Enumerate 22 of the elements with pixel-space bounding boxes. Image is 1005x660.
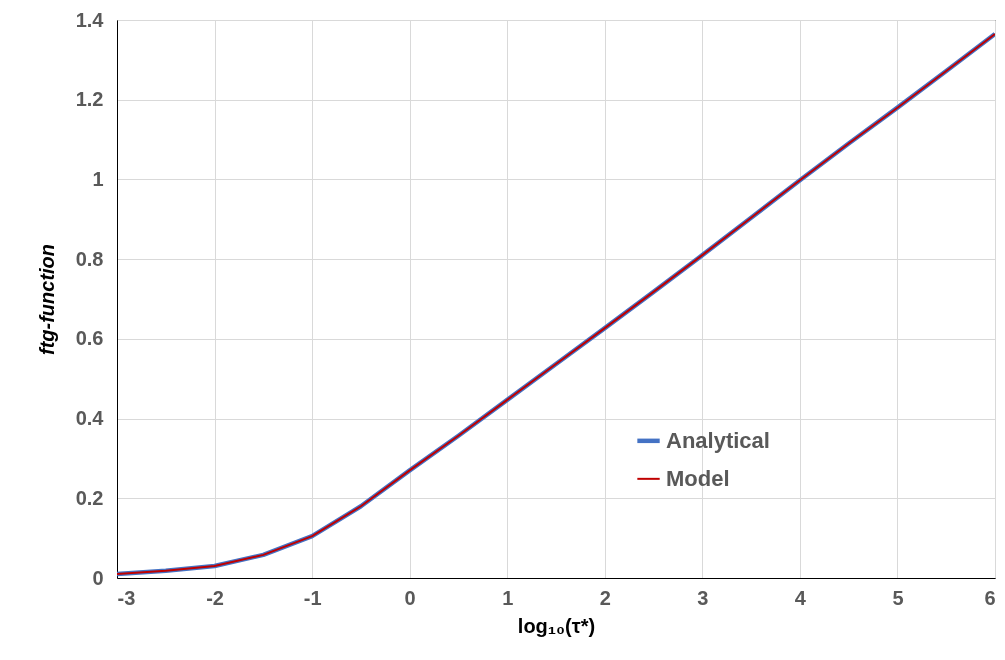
y-axis-title: ftg-function	[35, 243, 58, 356]
legend-label: Model	[666, 465, 730, 491]
x-tick-label: -2	[206, 586, 224, 609]
x-tick-label: 6	[984, 586, 996, 609]
x-tick-label: 2	[599, 586, 611, 609]
y-tick-label: 0.2	[75, 486, 104, 509]
x-tick-label: 0	[404, 586, 416, 609]
y-tick-label: 1	[92, 167, 104, 190]
y-tick-label: 0	[92, 566, 104, 589]
y-tick-label: 1.4	[75, 8, 105, 31]
x-tick-label: 5	[892, 586, 904, 609]
y-tick-label: 0.6	[75, 327, 104, 350]
y-tick-label: 0.8	[75, 247, 104, 270]
x-tick-label: 4	[794, 586, 807, 609]
y-tick-label: 0.4	[75, 407, 105, 430]
x-tick-label: -3	[117, 586, 136, 609]
legend-label: Analytical	[666, 427, 770, 453]
x-axis-title: log₁₀(τ*)	[517, 614, 596, 637]
x-tick-label: -1	[303, 586, 322, 609]
x-tick-label: 1	[502, 586, 514, 609]
y-tick-label: 1.2	[75, 88, 104, 111]
x-tick-label: 3	[697, 586, 709, 609]
